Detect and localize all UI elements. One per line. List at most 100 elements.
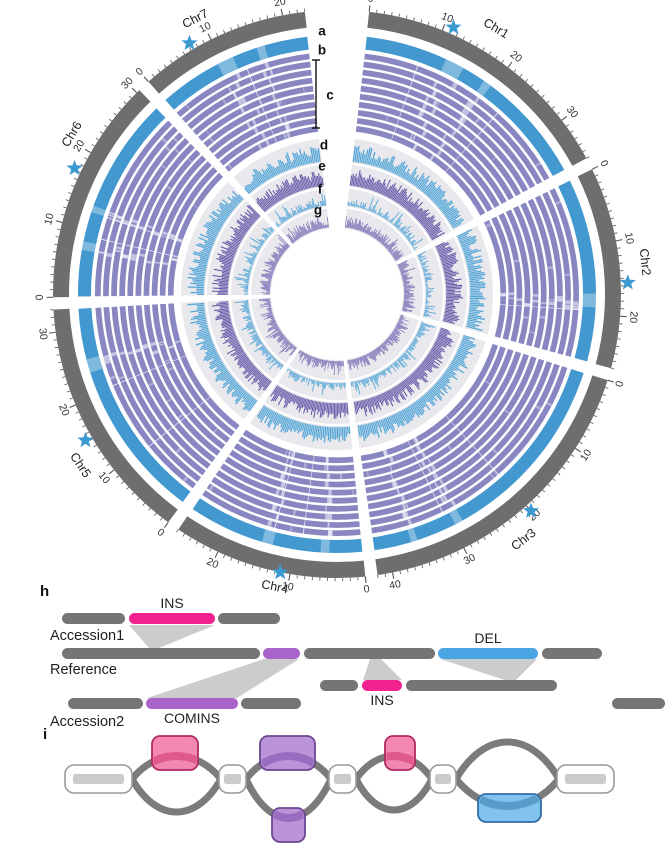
blue-variant-box-border [477,793,542,823]
segment-purple [146,698,238,709]
tick-label: 30 [462,551,478,567]
segment-gray [62,613,125,624]
star-icon [272,563,289,580]
star-icon [619,274,636,290]
row-label-reference: Reference [50,662,117,678]
track-label-f: f [318,182,323,197]
segment-pink [362,680,402,691]
segment-gray [406,680,557,691]
tick-label: 30 [36,327,49,340]
pink-variant-box-border [384,735,416,771]
segment-gray [62,648,260,659]
segment-gray [241,698,301,709]
tick-label: 40 [388,578,402,592]
tick-label: 10 [281,580,295,594]
segment-pink [129,613,215,624]
node-sequence-bar [334,774,351,784]
chromosome-chr2: 0 10 20 Chr2 [396,158,654,370]
node-sequence-bar [73,774,124,784]
top-path [452,738,563,783]
node-sequence-bar [435,774,451,784]
sv-row-accession2: COMINS Accession2 [50,698,665,730]
star-icon [445,18,462,35]
sv-row-accession-right: INS [320,680,557,708]
path-through-box [479,795,540,810]
bubble-1 [128,735,225,816]
tick-label: 10 [440,10,455,26]
star-icon [66,159,83,176]
track-label-e: e [318,159,326,174]
panel-i-label: i [43,726,48,743]
bubble-3 [352,735,436,814]
panel-h-label: h [40,583,50,600]
chromosome-chr5: 0 10 20 30 Chr5 [36,297,298,539]
purple-variant-box-border [271,807,306,843]
segment-blue [438,648,538,659]
tick-label: 0 [613,379,626,388]
chromosome-name-chr2: Chr2 [637,248,654,276]
graph-node-4 [429,764,457,794]
chromosome-name-chr5: Chr5 [67,450,94,480]
tick-label: 10 [578,447,595,463]
graph-bubble-panel [64,735,615,843]
track-label-b: b [318,43,326,58]
star-icon [77,431,94,448]
chromosome-chr4: 0 10 20 Chr4 [176,348,370,596]
bubble-4 [452,738,563,823]
sv-row-reference: DEL Reference [50,630,602,678]
tick-label: 10 [42,212,57,226]
connector-del-funnel [440,659,537,680]
sv-label-del: DEL [474,630,501,646]
chromosome-chr1: 0 10 20 30 Chr1 [344,0,590,263]
segment-gray [612,698,665,709]
graph-node-3 [328,764,357,794]
connector-comins-band [147,659,299,698]
tick-label: 0 [363,583,370,596]
connector-ins2-funnel [363,659,402,680]
bottom-path [128,775,225,816]
chromosome-name-chr4: Chr4 [260,577,289,596]
graph-node-1 [64,764,133,794]
tick-label: 0 [155,526,167,539]
path-through-box [386,752,414,769]
tick-label: 0 [367,0,374,5]
track-label-a: a [318,24,326,39]
chromosome-name-chr1: Chr1 [481,15,511,41]
row-label-accession2: Accession2 [50,714,124,730]
purple-variant-box-border [259,735,316,771]
connector-ins1-funnel [129,625,215,648]
segment-gray [218,613,280,624]
tick-label: 20 [205,556,221,572]
tick-label: 20 [56,402,72,418]
segment-gray [304,648,435,659]
tick-label: 30 [564,104,581,121]
tick-label: 10 [96,470,113,487]
tick-label: 0 [34,294,46,300]
chromosome-name-chr3: Chr3 [509,526,539,554]
star-icon [181,34,198,51]
sv-label-comins: COMINS [164,710,220,726]
segment-purple [263,648,300,659]
sv-row-accession1: INS Accession1 [50,595,280,644]
sv-label-ins: INS [160,595,183,611]
tick-label: 0 [597,158,610,169]
graph-node-5 [556,764,615,794]
tick-label: 20 [71,138,87,154]
tick-label: 10 [622,231,636,245]
segment-gray [542,648,602,659]
tick-label: 0 [133,65,145,78]
path-through-box [153,752,197,769]
segment-gray [320,680,358,691]
graph-node-2 [218,764,247,794]
bottom-path [352,775,436,814]
tick-label: 20 [508,48,525,65]
row-label-accession1: Accession1 [50,628,124,644]
path-through-box [273,809,304,822]
node-sequence-bar [224,774,241,784]
tick-label: 20 [273,0,287,9]
tick-label: 20 [627,311,640,324]
bubble-2 [242,735,335,843]
star-icon [522,502,540,518]
